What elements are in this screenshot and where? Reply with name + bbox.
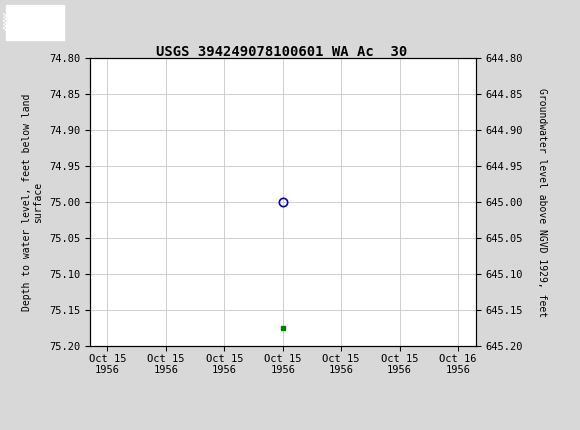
FancyBboxPatch shape [6,6,64,40]
Y-axis label: Depth to water level, feet below land
surface: Depth to water level, feet below land su… [22,93,44,311]
Y-axis label: Groundwater level above NGVD 1929, feet: Groundwater level above NGVD 1929, feet [536,88,547,316]
Text: ▒USGS: ▒USGS [3,14,49,31]
Text: USGS 394249078100601 WA Ac  30: USGS 394249078100601 WA Ac 30 [155,46,407,59]
